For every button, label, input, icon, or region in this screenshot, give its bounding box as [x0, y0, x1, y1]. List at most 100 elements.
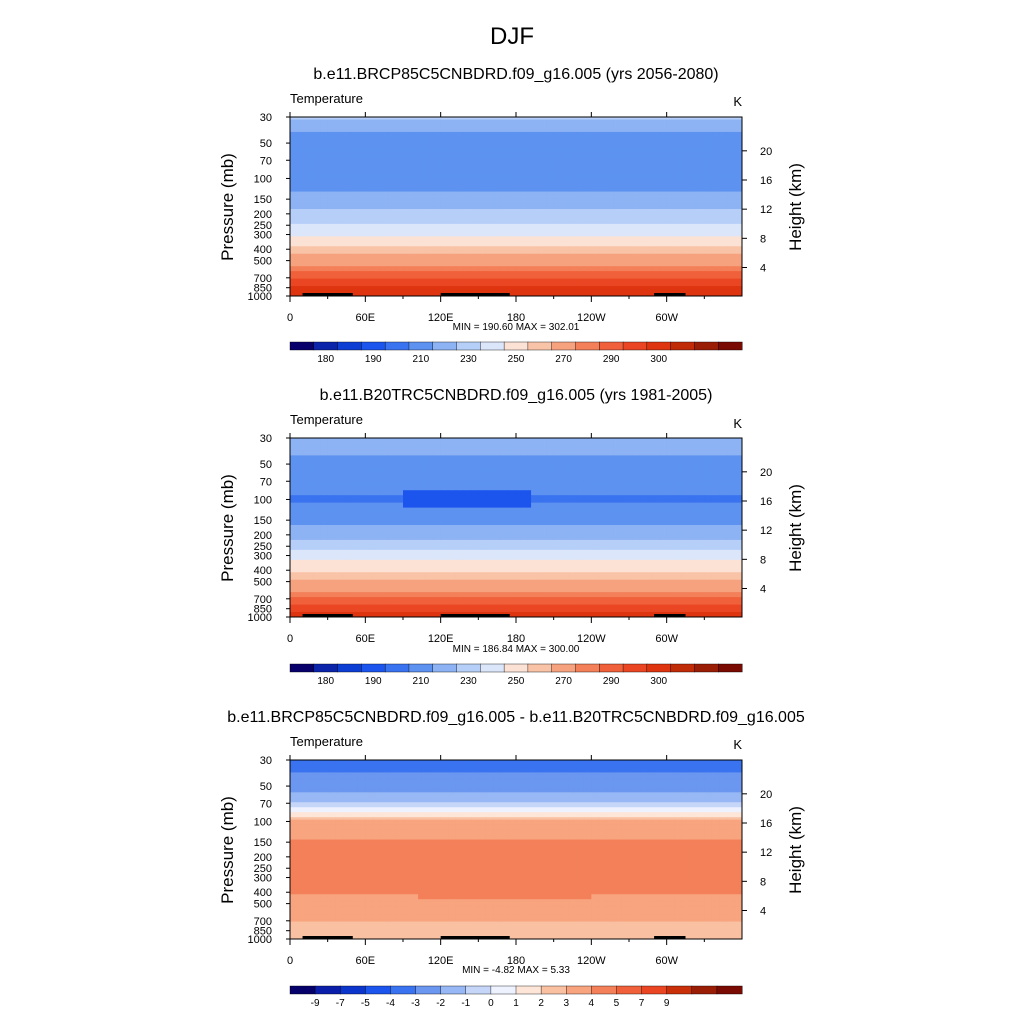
contour-cell	[335, 201, 344, 205]
contour-cell	[403, 119, 411, 123]
contour-cell	[553, 151, 562, 155]
contour-cell	[576, 208, 585, 212]
contour-cell	[629, 253, 637, 257]
contour-cell	[538, 258, 547, 262]
contour-cell	[583, 199, 592, 202]
contour-cell	[689, 164, 698, 168]
contour-cell	[531, 124, 539, 128]
contour-cell	[591, 131, 600, 135]
contour-cell	[500, 283, 509, 287]
contour-cell	[531, 161, 539, 165]
contour-cell	[403, 126, 411, 130]
contour-cell	[410, 169, 419, 173]
contour-cell	[666, 196, 675, 200]
contour-cell	[689, 151, 698, 155]
contour-cell	[606, 206, 615, 210]
contour-cell	[726, 136, 735, 140]
contour-cell	[613, 154, 622, 158]
contour-cell	[659, 442, 668, 446]
contour-cell	[666, 223, 675, 227]
contour-cell	[704, 261, 713, 265]
contour-cell	[418, 281, 426, 284]
contour-cell	[448, 204, 457, 207]
contour-cell	[312, 186, 321, 190]
contour-cell	[403, 278, 411, 282]
contour-cell	[644, 146, 652, 150]
contour-cell	[561, 291, 570, 294]
contour-cell	[425, 438, 434, 441]
contour-cell	[734, 171, 743, 175]
contour-cell	[312, 124, 321, 128]
contour-cell	[403, 216, 411, 220]
contour-cell	[696, 151, 705, 155]
contour-cell	[553, 455, 562, 459]
contour-cell	[312, 131, 321, 135]
contour-cell	[621, 291, 630, 294]
contour-cell	[546, 258, 555, 262]
contour-cell	[689, 199, 698, 202]
contour-cell	[568, 248, 577, 252]
contour-cell	[613, 126, 622, 130]
contour-cell	[644, 291, 652, 294]
contour-cell	[403, 258, 411, 262]
contour-cell	[629, 134, 637, 138]
contour-cell	[583, 263, 592, 267]
contour-cell	[726, 206, 735, 210]
contour-cell	[659, 226, 668, 230]
contour-cell	[335, 248, 344, 252]
contour-cell	[372, 450, 381, 454]
contour-cell	[561, 206, 570, 210]
contour-cell	[297, 442, 306, 446]
contour-cell	[500, 228, 509, 232]
contour-cell	[561, 228, 570, 232]
contour-cell	[433, 189, 442, 192]
contour-cell	[418, 286, 426, 289]
panel-title: b.e11.B20TRC5CNBDRD.f09_g16.005 (yrs 198…	[320, 387, 713, 404]
contour-cell	[372, 223, 381, 227]
contour-cell	[395, 169, 404, 173]
contour-cell	[290, 276, 298, 279]
contour-cell	[636, 241, 645, 245]
contour-cell	[387, 179, 396, 183]
contour-cell	[636, 455, 645, 459]
contour-cell	[674, 288, 683, 292]
contour-cell	[470, 447, 479, 451]
contour-cell	[305, 134, 313, 138]
contour-cell	[500, 218, 509, 222]
contour-cell	[485, 271, 494, 275]
contour-cell	[651, 126, 660, 130]
contour-cell	[583, 445, 592, 449]
contour-cell	[380, 213, 389, 217]
contour-cell	[350, 278, 359, 282]
contour-cell	[305, 191, 313, 195]
contour-cell	[380, 117, 389, 120]
contour-cell	[719, 191, 728, 195]
contour-cell	[531, 238, 539, 242]
contour-cell	[372, 271, 381, 275]
contour-cell	[365, 263, 374, 267]
contour-cell	[493, 283, 502, 287]
contour-cell	[448, 184, 457, 188]
contour-cell	[485, 438, 494, 441]
contour-cell	[636, 166, 645, 170]
contour-cell	[470, 246, 479, 250]
contour-cell	[350, 134, 359, 138]
contour-cell	[395, 266, 404, 270]
contour-cell	[290, 226, 298, 230]
contour-cell	[312, 129, 321, 133]
contour-cell	[591, 181, 600, 185]
contour-cell	[478, 271, 487, 275]
contour-cell	[455, 226, 464, 230]
contour-cell	[455, 457, 464, 461]
contour-cell	[485, 164, 494, 168]
contour-cell	[418, 206, 426, 210]
contour-cell	[440, 236, 449, 240]
contour-cell	[696, 440, 705, 444]
contour-cell	[320, 223, 329, 227]
contour-cell	[621, 117, 630, 120]
contour-cell	[463, 139, 472, 143]
contour-cell	[312, 204, 321, 207]
contour-cell	[380, 231, 389, 235]
contour-cell	[350, 169, 359, 173]
contour-cell	[674, 166, 683, 170]
